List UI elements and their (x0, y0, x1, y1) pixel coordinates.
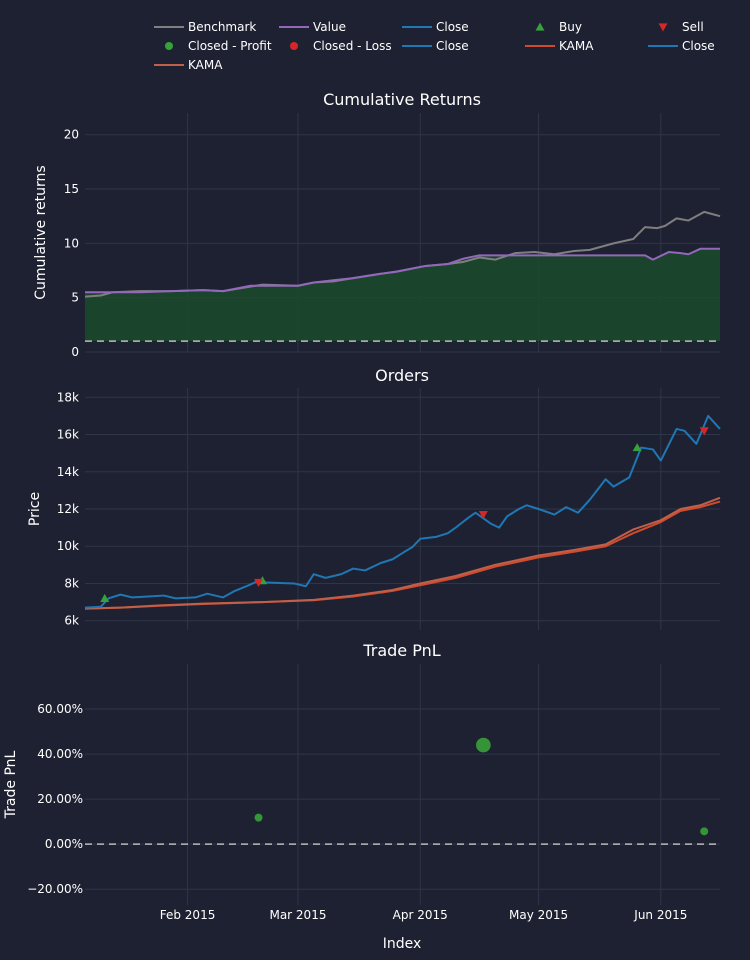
legend-item-close[interactable]: Close (402, 39, 469, 53)
y-tick-label: 10 (64, 236, 79, 250)
panel-title: Cumulative Returns (323, 90, 481, 109)
value-area-fill (85, 248, 720, 342)
legend-item-benchmark[interactable]: Benchmark (154, 20, 256, 34)
legend-item-sell[interactable]: Sell (658, 20, 704, 34)
x-tick-label: May 2015 (509, 908, 568, 922)
legend-item-buy[interactable]: Buy (535, 20, 582, 34)
x-tick-label: Mar 2015 (269, 908, 326, 922)
panel-title: Trade PnL (362, 641, 440, 660)
legend-label: Value (313, 20, 346, 34)
sell-marker (254, 578, 264, 588)
x-tick-label: Jun 2015 (633, 908, 687, 922)
y-axis-label: Trade PnL (3, 750, 19, 819)
legend-item-closed-profit[interactable]: Closed - Profit (165, 39, 272, 53)
closed-profit-marker (476, 737, 491, 753)
y-tick-label: 10k (57, 539, 79, 553)
legend-label: Sell (682, 20, 704, 34)
y-tick-label: 16k (57, 428, 79, 442)
legend-swatch-dot (165, 42, 173, 50)
y-tick-label: 14k (57, 465, 79, 479)
y-tick-label: 12k (57, 502, 79, 516)
legend-label: KAMA (188, 58, 223, 72)
buy-marker (632, 443, 642, 452)
kama-line (84, 496, 721, 610)
legend-label: KAMA (559, 39, 594, 53)
y-tick-label: −20.00% (27, 882, 83, 896)
legend-item-kama[interactable]: KAMA (525, 39, 594, 53)
y-tick-label: 20 (64, 128, 79, 142)
x-tick-label: Feb 2015 (160, 908, 216, 922)
y-axis-label: Price (27, 492, 43, 526)
orders-panel[interactable]: 6k 8k 10k 12k 14k 16k 18k Orders Price (27, 366, 721, 630)
y-tick-label: 6k (64, 614, 79, 628)
legend-label: Closed - Loss (313, 39, 392, 53)
legend-label: Buy (559, 20, 582, 34)
x-axis-label: Index (383, 936, 422, 952)
legend-item-close[interactable]: Close (648, 39, 715, 53)
legend-swatch-dot (290, 42, 298, 50)
sell-marker (478, 510, 488, 520)
legend-item-value[interactable]: Value (279, 20, 346, 34)
y-axis-label: Cumulative returns (33, 165, 49, 299)
close-price-line (84, 414, 721, 609)
value-line (85, 247, 720, 294)
y-tick-label: 0 (71, 345, 79, 359)
y-tick-label: 15 (64, 182, 79, 196)
legend-label: Close (436, 20, 469, 34)
x-axis: Index Feb 2015 Mar 2015 Apr 2015 May 2015 Ju… (160, 908, 688, 952)
y-tick-label: 20.00% (37, 792, 83, 806)
legend-swatch-triangle (535, 22, 545, 31)
trade-pnl-panel[interactable]: −20.00% 0.00% 20.00% 40.00% 60.00% Trade PnL T… (3, 641, 720, 905)
sell-marker (699, 427, 709, 436)
legend[interactable]: Benchmark Value Close Buy Sell Closed - Profi… (154, 20, 715, 72)
y-tick-label: 0.00% (45, 837, 83, 851)
y-tick-label: 40.00% (37, 747, 83, 761)
cumulative-returns-panel[interactable]: 0 5 10 15 20 Cumulative Returns Cumulative ret… (33, 90, 721, 359)
y-tick-label: 5 (71, 291, 79, 305)
closed-profit-marker (254, 813, 263, 822)
closed-profit-marker (700, 827, 709, 836)
legend-item-kama[interactable]: KAMA (154, 58, 223, 72)
y-tick-label: 8k (64, 576, 79, 590)
x-tick-label: Apr 2015 (393, 908, 448, 922)
legend-label: Closed - Profit (188, 39, 272, 53)
legend-label: Close (682, 39, 715, 53)
legend-label: Close (436, 39, 469, 53)
panel-title: Orders (375, 366, 429, 385)
legend-label: Benchmark (188, 20, 256, 34)
legend-item-closed-loss[interactable]: Closed - Loss (290, 39, 392, 53)
legend-swatch-triangle (658, 23, 668, 32)
y-tick-label: 60.00% (37, 702, 83, 716)
buy-marker (100, 593, 110, 602)
legend-item-close[interactable]: Close (402, 20, 469, 34)
y-tick-label: 18k (57, 390, 79, 404)
